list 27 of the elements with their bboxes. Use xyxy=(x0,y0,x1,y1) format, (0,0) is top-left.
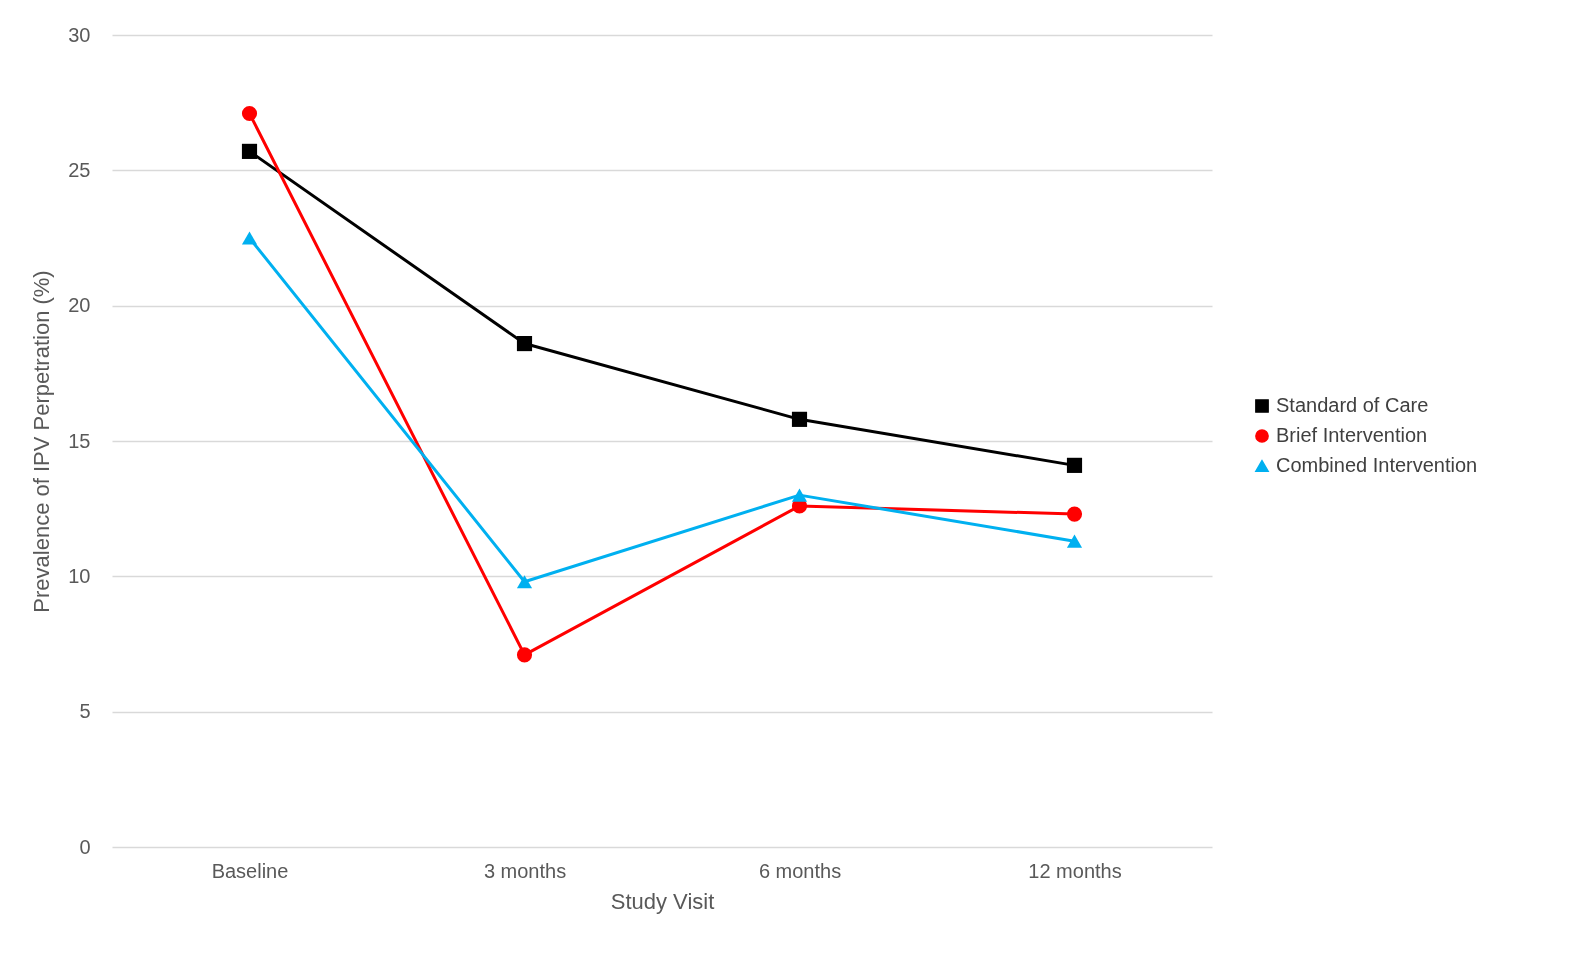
point xyxy=(1066,457,1083,473)
point xyxy=(241,105,258,122)
point xyxy=(1066,534,1083,548)
x-axis-title: Study Visit xyxy=(610,888,715,914)
x-tick-label: 6 months xyxy=(758,859,842,882)
legend-label: Standard of Care xyxy=(1276,394,1429,416)
point xyxy=(791,411,808,427)
y-axis-title: Prevalence of IPV Perpetration (%) xyxy=(29,270,55,613)
point xyxy=(791,488,808,502)
y-tick-label: 0 xyxy=(79,835,91,858)
y-tick-label: 5 xyxy=(79,700,91,723)
point xyxy=(241,231,258,245)
x-tick-label: 12 months xyxy=(1028,859,1122,882)
y-tick-label: 15 xyxy=(68,429,91,452)
legend-label: Combined Intervention xyxy=(1276,454,1478,476)
point xyxy=(516,647,533,663)
y-tick-label: 10 xyxy=(68,564,91,587)
x-tick-label: Baseline xyxy=(211,859,289,882)
point xyxy=(1066,506,1083,522)
legend-label: Brief Intervention xyxy=(1276,424,1428,446)
y-tick-label: 25 xyxy=(68,158,91,181)
point xyxy=(516,575,533,589)
point xyxy=(241,143,258,159)
x-tick-label: 3 months xyxy=(483,859,567,882)
y-tick-label: 20 xyxy=(68,294,91,317)
point xyxy=(516,335,533,352)
y-tick-label: 30 xyxy=(68,23,91,46)
